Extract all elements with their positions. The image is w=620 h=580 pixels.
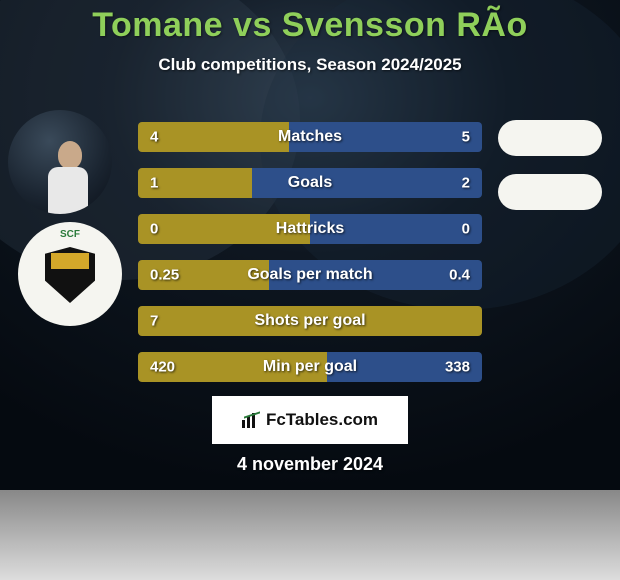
title-text: Tomane vs Svensson RÃo	[92, 6, 528, 44]
stat-value-left: 7	[150, 313, 158, 330]
club2-pill	[498, 174, 602, 210]
stat-value-left: 1	[150, 175, 158, 192]
stat-row: 1 2 Goals	[138, 168, 482, 198]
stat-label: Shots per goal	[254, 312, 365, 330]
stat-row: 0.25 0.4 Goals per match	[138, 260, 482, 290]
stat-value-right: 338	[445, 359, 470, 376]
stat-row: 420 338 Min per goal	[138, 352, 482, 382]
player2-avatar: SCF	[18, 222, 122, 326]
stat-value-right: 0	[462, 221, 470, 238]
logo-label: FcTables.com	[266, 410, 378, 430]
stat-value-right: 2	[462, 175, 470, 192]
stat-value-left: 0	[150, 221, 158, 238]
stat-bar-left	[138, 122, 289, 152]
logo: FcTables.com	[242, 410, 378, 430]
club-crest-icon: SCF	[45, 243, 95, 305]
stat-row: 4 5 Matches	[138, 122, 482, 152]
stat-value-left: 4	[150, 129, 158, 146]
club-pills	[498, 120, 602, 228]
stat-label: Goals	[288, 174, 332, 192]
page-title: Tomane vs Svensson RÃo	[0, 0, 620, 45]
stat-value-left: 420	[150, 359, 175, 376]
stat-bar-right	[252, 168, 482, 198]
stat-label: Hattricks	[276, 220, 344, 238]
chart-icon	[242, 412, 262, 428]
logo-box: FcTables.com	[212, 396, 408, 444]
subtitle-text: Club competitions, Season 2024/2025	[158, 55, 461, 74]
stat-label: Matches	[278, 128, 342, 146]
stat-label: Min per goal	[263, 358, 357, 376]
stat-value-right: 5	[462, 129, 470, 146]
page-subtitle: Club competitions, Season 2024/2025	[0, 55, 620, 75]
stat-value-right: 0.4	[449, 267, 470, 284]
stat-row: 7 Shots per goal	[138, 306, 482, 336]
date-text: 4 november 2024	[237, 454, 383, 474]
player1-avatar	[8, 110, 112, 214]
comparison-bars: 4 5 Matches 1 2 Goals 0 0 Hattricks 0.25 0.4 Goals …	[138, 122, 482, 398]
footer-date: 4 november 2024	[237, 454, 383, 475]
player-avatars: SCF	[8, 110, 122, 326]
stat-value-left: 0.25	[150, 267, 179, 284]
stat-row: 0 0 Hattricks	[138, 214, 482, 244]
club1-pill	[498, 120, 602, 156]
stat-label: Goals per match	[247, 266, 372, 284]
